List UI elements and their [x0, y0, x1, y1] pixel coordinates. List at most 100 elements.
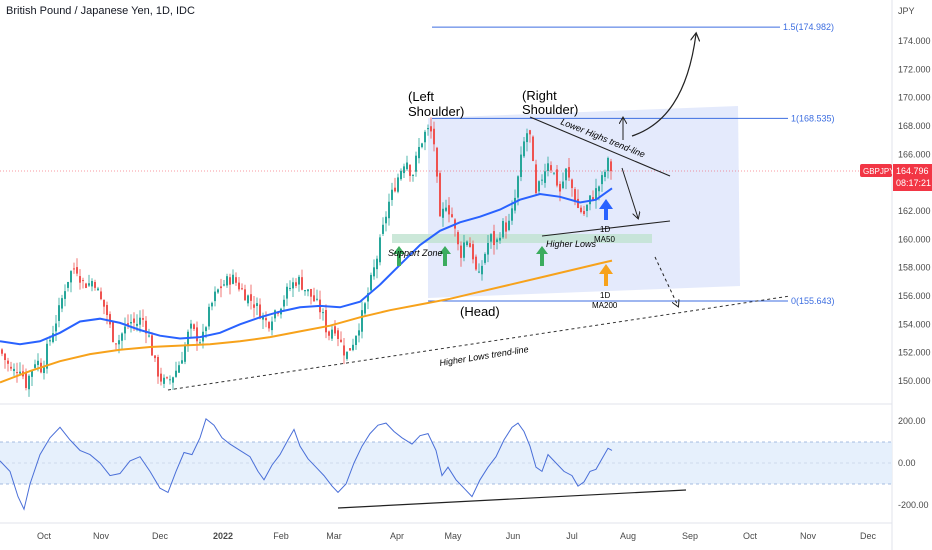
- candle-body: [160, 373, 162, 382]
- candle-body: [412, 174, 414, 176]
- candle-body: [598, 186, 600, 192]
- ma50-line[interactable]: [0, 187, 613, 346]
- candle-body: [574, 189, 576, 202]
- candle-body: [343, 345, 345, 356]
- ma200-line[interactable]: [0, 259, 613, 384]
- candle-body: [298, 276, 300, 285]
- candle-body: [61, 298, 63, 309]
- candle-body: [19, 371, 21, 374]
- last-price-tag[interactable]: GBPJPY 164.796 08:17:21: [860, 164, 932, 191]
- candle-body: [148, 335, 150, 337]
- candle-body: [94, 281, 96, 288]
- candle-body: [520, 154, 522, 177]
- candle-body: [43, 367, 45, 374]
- candle-body: [133, 318, 135, 323]
- time-tick-label: 2022: [213, 531, 233, 541]
- osc-tick-label: 0.00: [898, 458, 916, 468]
- candle-body: [157, 357, 159, 377]
- support-arrow-1[interactable]: [393, 246, 405, 266]
- price-tick-label: 156.000: [898, 291, 931, 301]
- candle-body: [190, 323, 192, 329]
- candle-body: [226, 276, 228, 286]
- candle-body: [340, 339, 342, 342]
- price-tick-label: 158.000: [898, 263, 931, 273]
- candle-body: [361, 310, 363, 332]
- price-axis-unit: JPY: [898, 6, 915, 16]
- candle-body: [295, 282, 297, 286]
- candle-body: [232, 274, 234, 284]
- candle-body: [181, 360, 183, 364]
- candle-body: [67, 281, 69, 288]
- higher-lows-trendline[interactable]: [167, 295, 791, 391]
- time-tick-label: Dec: [860, 531, 877, 541]
- candle-body: [334, 326, 336, 334]
- price-tick-label: 168.000: [898, 121, 931, 131]
- candle-body: [28, 375, 30, 390]
- candle-body: [502, 221, 504, 238]
- candle-body: [109, 314, 111, 325]
- candle-body: [337, 330, 339, 339]
- candle-body: [346, 351, 348, 359]
- candle-body: [394, 187, 396, 192]
- candle-body: [331, 329, 333, 339]
- candle-body: [76, 267, 78, 274]
- candle-body: [139, 317, 141, 325]
- candle-body: [487, 242, 489, 255]
- candle-body: [409, 164, 411, 176]
- candle-body: [577, 198, 579, 208]
- candle-body: [406, 162, 408, 170]
- time-tick-label: Apr: [390, 531, 404, 541]
- candle-body: [178, 365, 180, 373]
- candle-body: [550, 165, 552, 171]
- candle-body: [529, 130, 531, 135]
- candle-body: [373, 267, 375, 277]
- fib-levels[interactable]: 1.5(174.982) 1(168.535) 0(155.643): [428, 22, 835, 306]
- breakout-arrow[interactable]: [631, 34, 696, 137]
- candle-body: [421, 143, 423, 148]
- candle-body: [130, 322, 132, 324]
- price-tick-label: 152.000: [898, 348, 931, 358]
- candle-body: [610, 161, 612, 172]
- candle-body: [313, 295, 315, 302]
- osc-line[interactable]: [0, 418, 613, 511]
- support-arrow-2[interactable]: [439, 246, 451, 266]
- candle-body: [52, 333, 54, 343]
- candle-body: [475, 256, 477, 270]
- candle-body: [7, 360, 9, 364]
- price-axis-panel[interactable]: [892, 0, 932, 550]
- candle-body: [85, 283, 87, 288]
- candle-body: [388, 201, 390, 219]
- candle-body: [490, 234, 492, 242]
- candle-body: [91, 280, 93, 287]
- candle-body: [403, 166, 405, 174]
- ma50-arrow[interactable]: [599, 199, 613, 220]
- support-zone-band[interactable]: [392, 234, 652, 243]
- candle-body: [400, 170, 402, 180]
- candle-body: [97, 288, 99, 291]
- lower-highs-trendline[interactable]: [529, 116, 671, 177]
- candle-body: [163, 377, 165, 384]
- down-arrow-1[interactable]: [621, 167, 638, 218]
- candle-body: [121, 333, 123, 341]
- candle-body: [34, 364, 36, 368]
- candle-body: [322, 312, 324, 314]
- right-shoulder-label-2: Shoulder): [522, 102, 578, 117]
- candle-body: [154, 355, 156, 359]
- time-tick-label: Feb: [273, 531, 289, 541]
- candle-body: [436, 147, 438, 177]
- candle-body: [562, 181, 564, 189]
- higher-lows-line[interactable]: [541, 220, 671, 237]
- candle-body: [307, 289, 309, 292]
- candle-body: [442, 208, 444, 218]
- candle-body: [505, 222, 507, 232]
- higher-lows-label: Higher Lows: [546, 239, 597, 249]
- bar-countdown: 08:17:21: [896, 178, 931, 188]
- candle-body: [196, 327, 198, 342]
- osc-higher-lows-line[interactable]: [337, 489, 687, 509]
- support-arrow-3[interactable]: [536, 246, 548, 266]
- candle-body: [382, 224, 384, 234]
- ma200-arrow[interactable]: [599, 264, 613, 286]
- candle-body: [151, 335, 153, 356]
- candle-body: [559, 183, 561, 192]
